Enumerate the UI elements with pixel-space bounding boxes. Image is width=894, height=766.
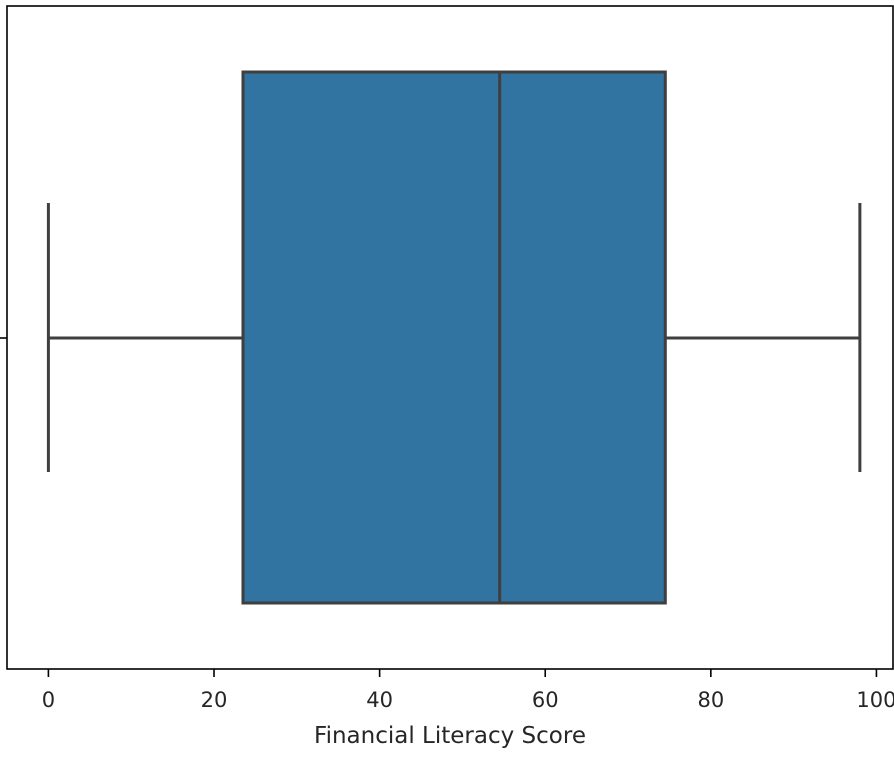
x-tick-label: 100 (856, 688, 894, 712)
iqr-box (241, 70, 667, 605)
plot-area: 0 20 40 60 80 100 (0, 5, 894, 712)
x-tick-label: 80 (697, 688, 724, 712)
x-axis-label: Financial Literacy Score (314, 723, 586, 749)
x-tick-label: 60 (532, 688, 559, 712)
x-tick-label: 20 (201, 688, 228, 712)
x-tick-label: 0 (42, 688, 55, 712)
x-tick-label: 40 (366, 688, 393, 712)
